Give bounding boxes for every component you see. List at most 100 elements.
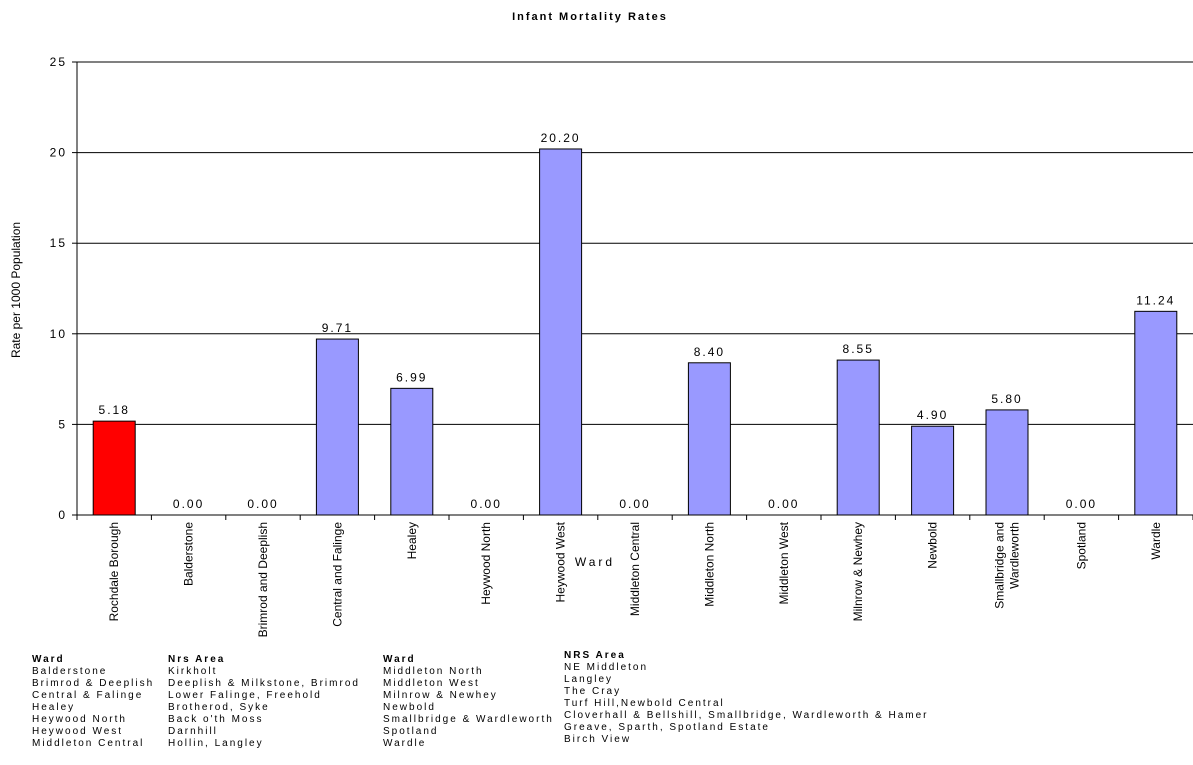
category-label: Middleton North	[702, 522, 716, 607]
legend-area: Brotherod, Syke	[168, 702, 270, 713]
value-label: 0.00	[471, 497, 502, 511]
bar	[985, 409, 1029, 516]
legend-area: Deeplish & Milkstone, Brimrod	[168, 678, 360, 689]
value-label: 8.40	[694, 345, 725, 359]
axes	[76, 62, 1193, 520]
value-label: 4.90	[917, 408, 948, 422]
category-label-text: Heywood North	[479, 522, 493, 605]
bar	[836, 359, 880, 516]
category-label-text: Wardleworth	[1008, 522, 1022, 589]
category-label: Middleton Central	[628, 522, 642, 616]
category-label-text: Wardle	[1149, 522, 1163, 560]
category-label: Newbold	[926, 522, 940, 569]
gridlines	[77, 61, 1193, 425]
category-label: Smallbridge and Wardleworth	[993, 522, 1022, 609]
value-label: 8.55	[843, 342, 874, 356]
value-label: 11.24	[1136, 293, 1175, 307]
bar	[315, 338, 359, 516]
category-label-text: Spotland	[1074, 522, 1088, 569]
category-label: Heywood North	[479, 522, 493, 605]
legend-ward: Middleton Central	[32, 738, 145, 749]
legend-left-area-header: Nrs Area	[168, 654, 226, 665]
value-label: 0.00	[768, 497, 799, 511]
category-label: Heywood West	[554, 521, 568, 602]
category-label-text: Heywood West	[554, 521, 568, 602]
category-labels: Rochdale Borough Balderstone Brimrod and D…	[107, 521, 1163, 637]
legend-ward: Newbold	[383, 702, 436, 713]
y-tick-label: 25	[50, 55, 67, 69]
legend-right-ward-column: Ward Middleton North Middleton West Miln…	[383, 654, 554, 750]
value-label: 0.00	[247, 497, 278, 511]
value-label: 5.80	[991, 392, 1022, 406]
bar	[911, 425, 955, 516]
legend-ward: Middleton North	[383, 666, 484, 677]
category-label: Wardle	[1149, 522, 1163, 560]
y-tick-label: 10	[50, 327, 67, 341]
legend-ward: Heywood West	[32, 726, 124, 737]
y-tick-label: 20	[50, 146, 67, 160]
value-labels: 5.18 0.00 0.00 9.71 6.99 0.00 20.20 0.00 8.40 0.0…	[99, 131, 1175, 511]
category-label: Central and Falinge	[330, 522, 344, 627]
legend-ward: Milnrow & Newhey	[383, 690, 498, 701]
category-label-text: Central and Falinge	[330, 522, 344, 627]
x-axis-label: Ward	[575, 555, 615, 569]
bar	[390, 387, 434, 516]
legend-ward: Balderstone	[32, 666, 108, 677]
legend-area: Back o'th Moss	[168, 714, 264, 725]
legend-ward: Heywood North	[32, 714, 127, 725]
bar	[92, 420, 136, 516]
category-label: Middleton West	[777, 521, 791, 604]
y-axis-ticks: 0 5 10 15 20 25	[50, 55, 77, 522]
category-label-text: Smallbridge and	[993, 522, 1007, 609]
y-tick-label: 0	[58, 508, 67, 522]
category-label-text: Rochdale Borough	[107, 522, 121, 621]
y-tick-label: 15	[50, 236, 67, 250]
legend-right-area-column: NRS Area NE Middleton Langley The Cray T…	[564, 650, 929, 746]
legend-right-ward-header: Ward	[383, 654, 416, 665]
legend-left-area-column: Nrs Area Kirkholt Deeplish & Milkstone, …	[168, 654, 360, 750]
legend-area: Lower Falinge, Freehold	[168, 690, 322, 701]
legend-ward: Brimrod & Deeplish	[32, 678, 155, 689]
category-label-text: Balderstone	[182, 522, 196, 586]
legend-area: Hollin, Langley	[168, 738, 264, 749]
legend-ward: Central & Falinge	[32, 690, 144, 701]
category-label: Rochdale Borough	[107, 522, 121, 621]
category-label: Brimrod and Deeplish	[256, 522, 270, 637]
value-label: 9.71	[322, 321, 353, 335]
bars	[92, 148, 1178, 516]
bar	[1134, 310, 1178, 516]
category-label-text: Middleton North	[702, 522, 716, 607]
category-label-text: Healey	[405, 522, 419, 559]
category-label: Milnrow & Newhey	[851, 522, 865, 621]
y-axis-label: Rate per 1000 Population	[9, 222, 23, 358]
legend-right-area-header: NRS Area	[564, 650, 626, 661]
bar	[539, 148, 583, 516]
y-tick-label: 5	[58, 417, 67, 431]
legend-ward: Wardle	[383, 738, 427, 749]
category-label-text: Newbold	[926, 522, 940, 569]
category-label: Balderstone	[182, 522, 196, 586]
bar-chart: Infant Mortality Rates Rate per 1000 Pop…	[9, 11, 1193, 637]
value-label: 0.00	[173, 497, 204, 511]
category-label-text: Middleton Central	[628, 522, 642, 616]
category-label-text: Brimrod and Deeplish	[256, 522, 270, 637]
legend-area: Birch View	[564, 734, 632, 745]
legend-ward: Healey	[32, 702, 76, 713]
category-label-text: Milnrow & Newhey	[851, 522, 865, 621]
legend-area: Turf Hill,Newbold Central	[564, 698, 725, 709]
category-label: Spotland	[1074, 522, 1088, 569]
category-label-text: Middleton West	[777, 521, 791, 604]
value-label: 0.00	[1066, 497, 1097, 511]
legend-area: NE Middleton	[564, 662, 649, 673]
legend-ward: Spotland	[383, 726, 439, 737]
legend-ward: Middleton West	[383, 678, 480, 689]
bar	[687, 362, 731, 516]
legend-left-ward-column: Ward Balderstone Brimrod & Deeplish Cent…	[32, 654, 154, 750]
legend-area: Cloverhall & Bellshill, Smallbridge, War…	[564, 710, 929, 721]
legend-ward: Smallbridge & Wardleworth	[383, 714, 554, 725]
category-label: Healey	[405, 522, 419, 559]
chart-title: Infant Mortality Rates	[512, 11, 668, 23]
legend-area: Greave, Sparth, Spotland Estate	[564, 722, 770, 733]
legend-left-ward-header: Ward	[32, 654, 65, 665]
legend-area: Kirkholt	[168, 666, 218, 677]
